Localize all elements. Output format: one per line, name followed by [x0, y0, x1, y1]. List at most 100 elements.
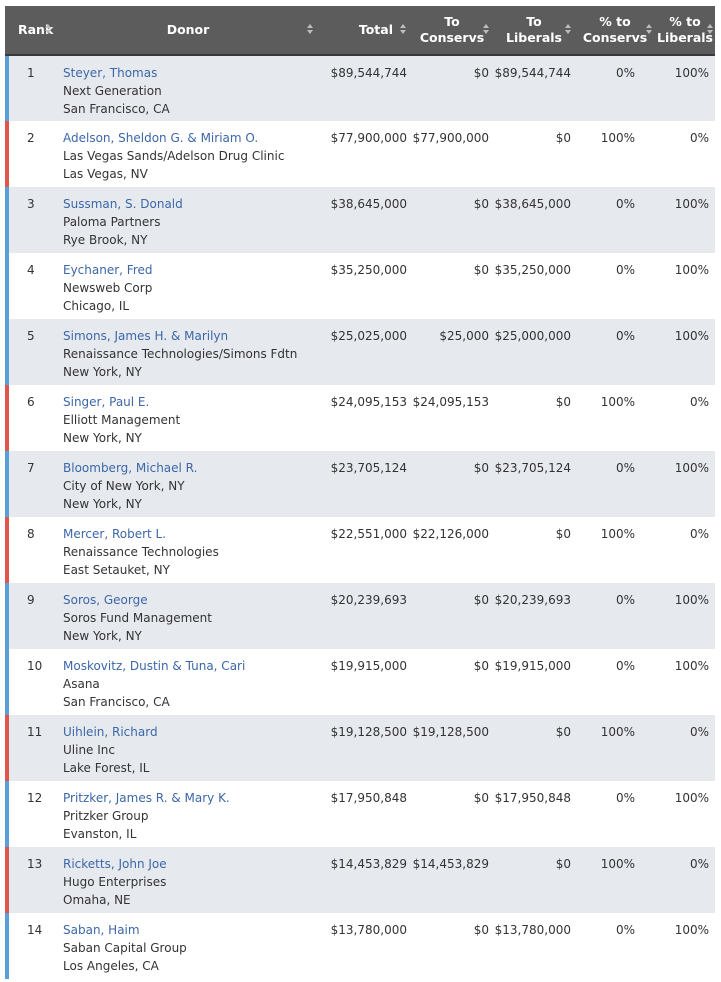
pct-liberals-cell: 0%	[655, 121, 715, 187]
pct-conservs-cell: 0%	[575, 319, 655, 385]
rank-cell: 11	[5, 715, 57, 781]
to-liberals-cell: $35,250,000	[493, 253, 575, 319]
donor-name-link[interactable]: Steyer, Thomas	[63, 66, 158, 80]
donor-location: Rye Brook, NY	[63, 233, 148, 247]
table-row: 10 Moskovitz, Dustin & Tuna, Cari Asana San…	[5, 649, 715, 715]
donor-cell: Mercer, Robert L. Renaissance Technologie…	[57, 517, 319, 583]
donor-organization: City of New York, NY	[63, 479, 185, 493]
pct-conservs-cell: 0%	[575, 451, 655, 517]
donor-name-link[interactable]: Ricketts, John Joe	[63, 857, 167, 871]
donor-name-link[interactable]: Bloomberg, Michael R.	[63, 461, 198, 475]
column-header-rank-label: Rank	[18, 22, 54, 37]
total-cell: $35,250,000	[319, 253, 411, 319]
to-liberals-cell: $89,544,744	[493, 55, 575, 121]
donor-name-link[interactable]: Saban, Haim	[63, 923, 140, 937]
donor-location: New York, NY	[63, 365, 142, 379]
donor-location: San Francisco, CA	[63, 695, 170, 709]
rank-cell: 1	[5, 55, 57, 121]
column-header-pct-liberals-label: % to Liberals	[657, 14, 713, 46]
to-liberals-cell: $25,000,000	[493, 319, 575, 385]
header-line: % to	[669, 14, 701, 29]
column-header-to-conservs-label: To Conservs	[420, 14, 484, 46]
column-header-pct-conservs[interactable]: % to Conservs	[575, 6, 655, 56]
donor-name-link[interactable]: Sussman, S. Donald	[63, 197, 183, 211]
pct-conservs-cell: 0%	[575, 649, 655, 715]
table-row: 9 Soros, George Soros Fund Management New Y…	[5, 583, 715, 649]
pct-liberals-cell: 100%	[655, 55, 715, 121]
rank-cell: 3	[5, 187, 57, 253]
table-body: 1 Steyer, Thomas Next Generation San Franci…	[5, 55, 715, 979]
donor-cell: Simons, James H. & Marilyn Renaissance Te…	[57, 319, 319, 385]
column-header-rank[interactable]: Rank	[5, 6, 57, 56]
sort-icon	[707, 24, 713, 36]
donor-organization: Hugo Enterprises	[63, 875, 167, 889]
column-header-to-conservs[interactable]: To Conservs	[411, 6, 493, 56]
column-header-total[interactable]: Total	[319, 6, 411, 56]
header-row: Rank Donor Total To Conservs To Liberals	[5, 6, 715, 56]
pct-liberals-cell: 0%	[655, 385, 715, 451]
pct-liberals-cell: 100%	[655, 187, 715, 253]
header-line: To	[526, 14, 542, 29]
column-header-donor[interactable]: Donor	[57, 6, 319, 56]
donor-name-link[interactable]: Singer, Paul E.	[63, 395, 150, 409]
table-row: 6 Singer, Paul E. Elliott Management New Yo…	[5, 385, 715, 451]
donor-name-link[interactable]: Soros, George	[63, 593, 148, 607]
total-cell: $77,900,000	[319, 121, 411, 187]
total-cell: $89,544,744	[319, 55, 411, 121]
to-conservs-cell: $0	[411, 913, 493, 979]
to-conservs-cell: $0	[411, 55, 493, 121]
pct-conservs-cell: 0%	[575, 187, 655, 253]
donor-cell: Bloomberg, Michael R. City of New York, N…	[57, 451, 319, 517]
header-line: Liberals	[657, 30, 713, 45]
column-header-donor-label: Donor	[166, 22, 210, 37]
to-liberals-cell: $38,645,000	[493, 187, 575, 253]
donor-name-link[interactable]: Simons, James H. & Marilyn	[63, 329, 229, 343]
to-liberals-cell: $0	[493, 847, 575, 913]
donor-organization: Soros Fund Management	[63, 611, 212, 625]
sort-icon	[646, 24, 652, 36]
column-header-to-liberals[interactable]: To Liberals	[493, 6, 575, 56]
header-line: % to	[599, 14, 631, 29]
donor-name-link[interactable]: Pritzker, James R. & Mary K.	[63, 791, 230, 805]
header-line: To	[444, 14, 460, 29]
donor-cell: Singer, Paul E. Elliott Management New Yor…	[57, 385, 319, 451]
pct-liberals-cell: 100%	[655, 649, 715, 715]
to-conservs-cell: $0	[411, 187, 493, 253]
total-cell: $38,645,000	[319, 187, 411, 253]
sort-icon	[307, 24, 313, 36]
to-liberals-cell: $23,705,124	[493, 451, 575, 517]
donor-name-link[interactable]: Adelson, Sheldon G. & Miriam O.	[63, 131, 259, 145]
donor-name-link[interactable]: Mercer, Robert L.	[63, 527, 167, 541]
donor-name-link[interactable]: Moskovitz, Dustin & Tuna, Cari	[63, 659, 246, 673]
table-row: 4 Eychaner, Fred Newsweb Corp Chicago, IL $3…	[5, 253, 715, 319]
donor-name-link[interactable]: Eychaner, Fred	[63, 263, 153, 277]
to-conservs-cell: $0	[411, 583, 493, 649]
total-cell: $22,551,000	[319, 517, 411, 583]
total-cell: $20,239,693	[319, 583, 411, 649]
donor-cell: Soros, George Soros Fund Management New Yo…	[57, 583, 319, 649]
to-conservs-cell: $0	[411, 451, 493, 517]
pct-conservs-cell: 100%	[575, 847, 655, 913]
total-cell: $25,025,000	[319, 319, 411, 385]
to-conservs-cell: $0	[411, 253, 493, 319]
rank-cell: 5	[5, 319, 57, 385]
top-strip	[0, 0, 721, 6]
to-liberals-cell: $0	[493, 385, 575, 451]
donor-location: New York, NY	[63, 431, 142, 445]
to-liberals-cell: $0	[493, 517, 575, 583]
pct-conservs-cell: 0%	[575, 253, 655, 319]
rank-cell: 13	[5, 847, 57, 913]
donor-organization: Uline Inc	[63, 743, 115, 757]
to-liberals-cell: $13,780,000	[493, 913, 575, 979]
column-header-pct-liberals[interactable]: % to Liberals	[655, 6, 715, 56]
header-line: Conservs	[582, 30, 648, 45]
pct-conservs-cell: 0%	[575, 55, 655, 121]
donor-name-link[interactable]: Uihlein, Richard	[63, 725, 158, 739]
donor-location: East Setauket, NY	[63, 563, 170, 577]
to-liberals-cell: $0	[493, 121, 575, 187]
pct-liberals-cell: 100%	[655, 451, 715, 517]
donor-cell: Sussman, S. Donald Paloma Partners Rye Bro…	[57, 187, 319, 253]
table-row: 13 Ricketts, John Joe Hugo Enterprises Omah…	[5, 847, 715, 913]
total-cell: $17,950,848	[319, 781, 411, 847]
header-line: Conservs	[419, 30, 485, 45]
